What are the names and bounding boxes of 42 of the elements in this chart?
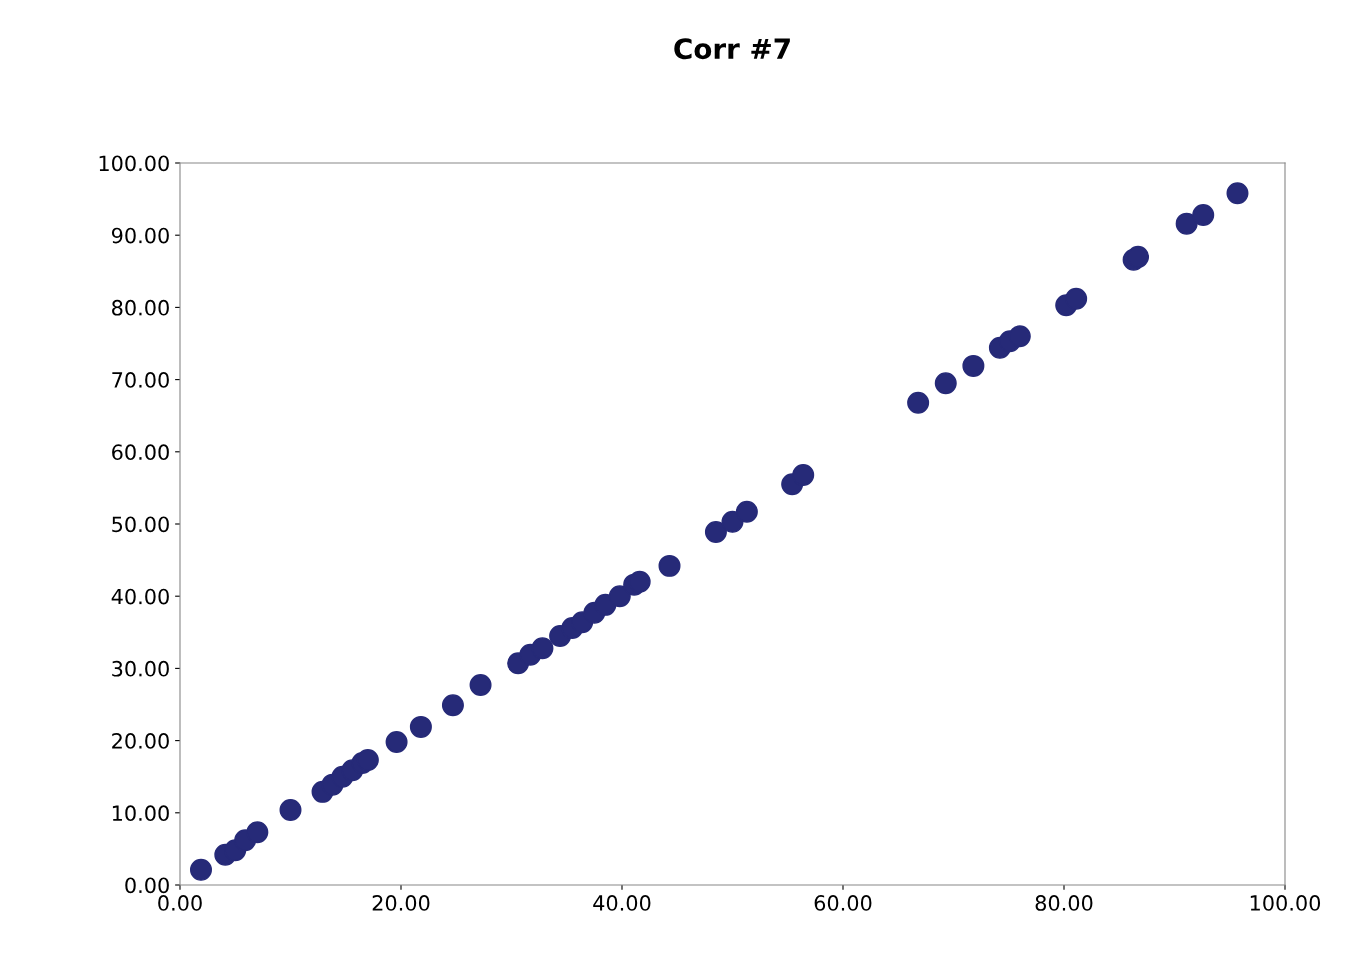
point bbox=[189, 858, 212, 881]
point bbox=[792, 463, 815, 486]
y-tick-label: 20.00 bbox=[112, 733, 169, 749]
point bbox=[1175, 212, 1198, 235]
x-tick-label: 60.00 bbox=[814, 895, 872, 911]
point bbox=[469, 674, 492, 697]
y-tick-label: 0.00 bbox=[125, 877, 169, 894]
y-tick-label: 70.00 bbox=[112, 372, 169, 388]
x-tick-label: 40.00 bbox=[593, 895, 651, 911]
point bbox=[962, 354, 985, 377]
point bbox=[1065, 287, 1088, 310]
x-tick-label: 20.00 bbox=[372, 895, 430, 911]
x-tick-label: 0.00 bbox=[158, 895, 202, 911]
point bbox=[1127, 245, 1150, 268]
y-tick-label: 10.00 bbox=[112, 805, 169, 822]
point bbox=[356, 749, 379, 772]
point bbox=[608, 585, 631, 608]
y-tick-label: 50.00 bbox=[112, 516, 169, 533]
point bbox=[441, 694, 464, 717]
point bbox=[1192, 203, 1215, 226]
point bbox=[1226, 182, 1249, 205]
y-tick-label: 90.00 bbox=[111, 227, 169, 244]
point bbox=[246, 821, 269, 844]
point bbox=[1008, 325, 1031, 348]
x-tick-label: 80.00 bbox=[1035, 895, 1093, 911]
point bbox=[628, 570, 651, 593]
point bbox=[279, 798, 302, 821]
point bbox=[658, 554, 681, 577]
point bbox=[934, 372, 957, 395]
point bbox=[385, 731, 408, 754]
chart-title: Corr #7 bbox=[674, 38, 790, 60]
point bbox=[409, 715, 432, 738]
y-tick-label: 40.00 bbox=[111, 588, 169, 605]
point bbox=[531, 637, 554, 660]
point bbox=[735, 500, 758, 523]
y-tick-label: 60.00 bbox=[112, 444, 169, 461]
point bbox=[907, 391, 930, 414]
x-tick-label: 100.00 bbox=[1250, 895, 1321, 911]
point bbox=[704, 520, 727, 543]
y-tick-label: 100.00 bbox=[99, 155, 169, 172]
y-tick-label: 30.00 bbox=[112, 660, 169, 677]
y-tick-label: 80.00 bbox=[112, 299, 169, 316]
